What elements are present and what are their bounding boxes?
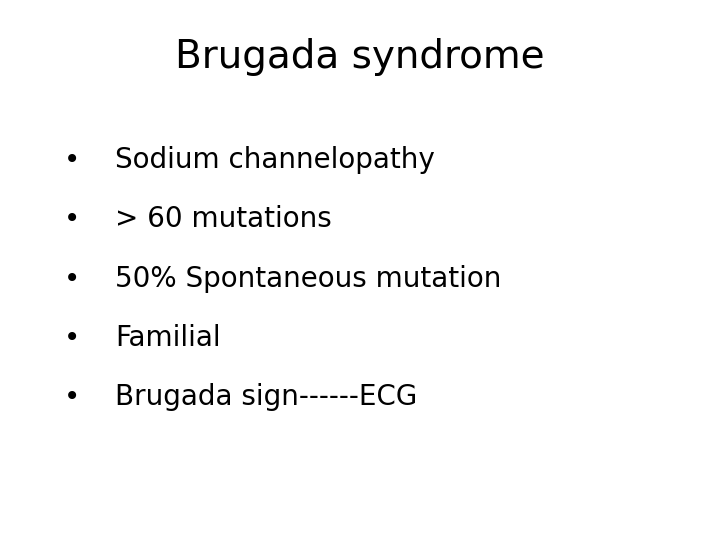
Text: •: • [64, 324, 80, 352]
Text: •: • [64, 146, 80, 174]
Text: •: • [64, 383, 80, 411]
Text: Brugada syndrome: Brugada syndrome [175, 38, 545, 76]
Text: 50% Spontaneous mutation: 50% Spontaneous mutation [115, 265, 502, 293]
Text: Brugada sign------ECG: Brugada sign------ECG [115, 383, 418, 411]
Text: > 60 mutations: > 60 mutations [115, 205, 332, 233]
Text: Familial: Familial [115, 324, 221, 352]
Text: •: • [64, 205, 80, 233]
Text: •: • [64, 265, 80, 293]
Text: Sodium channelopathy: Sodium channelopathy [115, 146, 435, 174]
